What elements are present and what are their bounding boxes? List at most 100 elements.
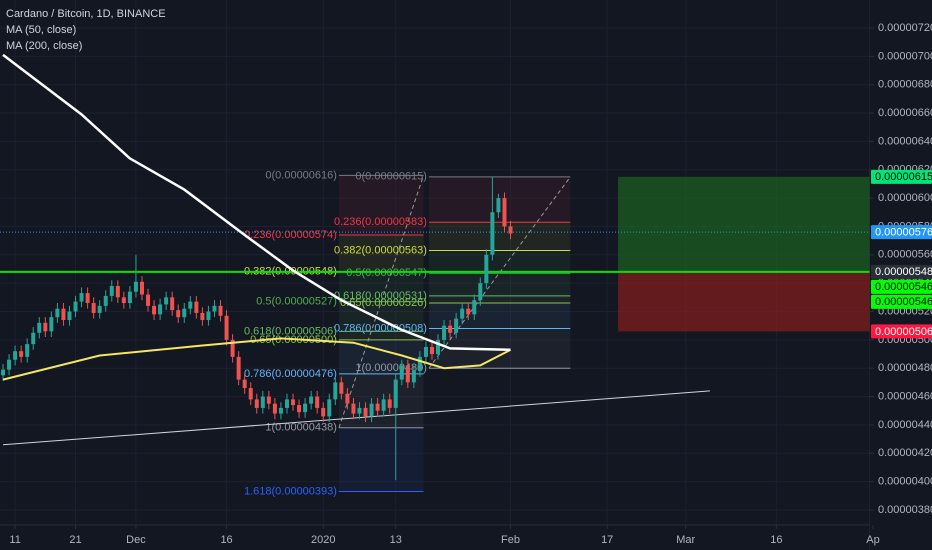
fib-label: 0.5(0.00000547) bbox=[346, 267, 427, 279]
candle-body bbox=[333, 382, 338, 400]
candle-body bbox=[291, 399, 296, 406]
x-tick-label: 2020 bbox=[311, 534, 335, 546]
candle-body bbox=[25, 344, 30, 357]
fib-label: 0.5(0.00000527) bbox=[256, 295, 337, 307]
candle-body bbox=[133, 281, 138, 292]
fib-label: 0.786(0.00000476) bbox=[244, 368, 337, 380]
price-label-bg bbox=[871, 225, 932, 240]
candle-body bbox=[79, 293, 84, 302]
fib-band bbox=[428, 222, 571, 251]
candle-body bbox=[454, 318, 459, 333]
candle-body bbox=[212, 305, 217, 312]
y-tick-label: 0.00000420 bbox=[878, 447, 932, 459]
candle-body bbox=[369, 403, 374, 417]
fib-label: 0(0.00000615) bbox=[355, 171, 427, 183]
candle-body bbox=[399, 365, 404, 380]
fib-label: 0.65(0.00000526) bbox=[340, 297, 427, 309]
x-tick-label: Ap bbox=[866, 534, 879, 546]
x-tick-label: Mar bbox=[676, 534, 695, 546]
candle-body bbox=[236, 356, 241, 380]
fib-label: 0.618(0.00000531) bbox=[334, 290, 427, 302]
trendline bbox=[2, 390, 710, 446]
candle-body bbox=[61, 308, 66, 321]
y-tick-label: 0.00000480 bbox=[878, 362, 932, 374]
candle-body bbox=[272, 403, 277, 414]
price-label-bg bbox=[871, 279, 932, 294]
fib-band bbox=[338, 271, 424, 302]
candle-body bbox=[49, 317, 54, 332]
y-tick-label: 0.00000600 bbox=[878, 192, 932, 204]
y-tick-label: 0.00000440 bbox=[878, 419, 932, 431]
candle-body bbox=[423, 346, 428, 357]
candle-body bbox=[158, 304, 163, 315]
moving-average bbox=[2, 337, 511, 381]
position-profit bbox=[618, 176, 870, 272]
candle-body bbox=[460, 308, 465, 319]
candle-body bbox=[230, 339, 235, 357]
candle-body bbox=[218, 305, 223, 316]
candle-body bbox=[127, 291, 132, 304]
candle-body bbox=[442, 325, 447, 340]
fib-label: 0(0.00000616) bbox=[265, 169, 337, 181]
candle-body bbox=[152, 305, 157, 315]
x-tick-label: Feb bbox=[501, 534, 520, 546]
price-label-bg bbox=[871, 169, 932, 184]
candle-body bbox=[188, 301, 193, 309]
candle-body bbox=[502, 198, 507, 227]
legend-entry: MA (200, close) bbox=[6, 40, 82, 52]
candle-body bbox=[242, 379, 247, 389]
candle-body bbox=[429, 346, 434, 355]
candle-body bbox=[109, 285, 114, 296]
candle-body bbox=[115, 285, 120, 298]
candle-body bbox=[496, 198, 501, 213]
candle-body bbox=[321, 407, 326, 417]
fib-label: 1(0.00000480) bbox=[355, 362, 427, 374]
candle-body bbox=[315, 396, 320, 408]
candle-body bbox=[260, 396, 265, 408]
fib-band bbox=[428, 273, 571, 296]
y-tick-label: 0.00000700 bbox=[878, 50, 932, 62]
candle-body bbox=[284, 399, 289, 408]
x-tick-label: 13 bbox=[390, 534, 402, 546]
y-tick-label: 0.00000680 bbox=[878, 79, 932, 91]
candle-body bbox=[466, 308, 471, 315]
candle-body bbox=[19, 351, 24, 357]
price-label-bg bbox=[871, 264, 932, 279]
candle-body bbox=[176, 310, 181, 318]
fib-band bbox=[338, 234, 424, 272]
y-tick-label: 0.00000640 bbox=[878, 135, 932, 147]
candle-body bbox=[31, 332, 36, 345]
axes: 0.00000380 0.00000400 0.00000420 0.00000440… bbox=[9, 22, 932, 546]
position-loss bbox=[618, 271, 870, 332]
x-tick-label: 16 bbox=[220, 534, 232, 546]
y-tick-label: 0.00000400 bbox=[878, 476, 932, 488]
candle-body bbox=[7, 359, 12, 370]
candle-body bbox=[484, 254, 489, 284]
legend: Cardano / Bitcoin, 1D, BINANCE MA (50, c… bbox=[6, 8, 166, 52]
x-tick-label: 16 bbox=[770, 534, 782, 546]
y-tick-label: 0.00000460 bbox=[878, 390, 932, 402]
fib-label: 0.236(0.00000574) bbox=[244, 229, 337, 241]
candle-body bbox=[381, 399, 386, 411]
moving-average bbox=[2, 53, 511, 352]
price-label: 0.00000548 bbox=[875, 266, 932, 278]
y-tick-label: 0.00000380 bbox=[878, 504, 932, 516]
candle-body bbox=[309, 396, 314, 404]
candle-body bbox=[43, 322, 48, 332]
fib-label: 0.382(0.00000563) bbox=[334, 244, 427, 256]
x-tick-label: 11 bbox=[9, 534, 20, 546]
price-label-bg bbox=[871, 294, 932, 309]
y-tick-label: 0.00000720 bbox=[878, 22, 932, 34]
candle-body bbox=[121, 297, 126, 304]
price-label: 0.00000506 bbox=[875, 326, 932, 338]
candle-body bbox=[248, 388, 253, 400]
price-label: 0.00000546 bbox=[875, 281, 932, 293]
candle-body bbox=[224, 315, 229, 340]
candle-body bbox=[345, 393, 350, 404]
candle-body bbox=[37, 322, 42, 333]
fib-label: 0.786(0.00000508) bbox=[334, 322, 427, 334]
candle-body bbox=[436, 339, 441, 355]
candle-body bbox=[393, 379, 398, 408]
y-tick-label: 0.00000560 bbox=[878, 249, 932, 261]
